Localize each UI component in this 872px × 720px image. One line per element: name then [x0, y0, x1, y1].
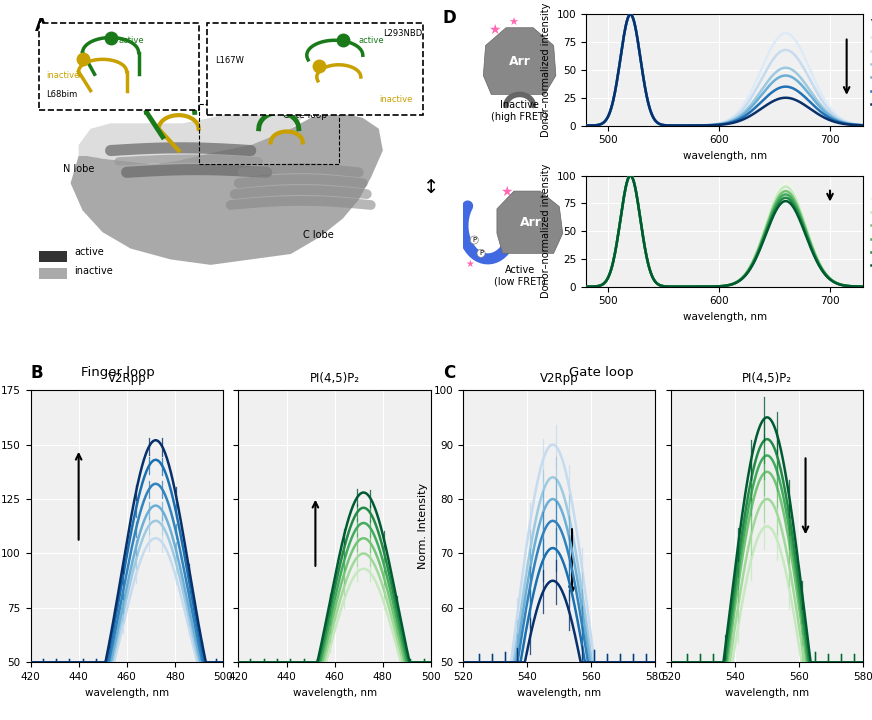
Text: inactive: inactive [46, 71, 80, 81]
X-axis label: wavelength, nm: wavelength, nm [683, 150, 766, 161]
Y-axis label: Donor–normalized intensity: Donor–normalized intensity [542, 164, 551, 298]
Text: Finger loop: Finger loop [81, 366, 154, 379]
Title: PI(4,5)P₂: PI(4,5)P₂ [742, 372, 792, 384]
Text: ★: ★ [500, 184, 512, 199]
Text: P: P [473, 237, 476, 243]
Text: active: active [75, 248, 105, 257]
Y-axis label: Norm. Intensity: Norm. Intensity [418, 483, 428, 570]
Text: C: C [443, 364, 455, 382]
Bar [38, 268, 66, 279]
Text: B: B [31, 364, 43, 382]
Bar [199, 104, 339, 164]
Text: L68bim: L68bim [46, 91, 78, 99]
X-axis label: wavelength, nm: wavelength, nm [293, 688, 377, 698]
Bar [207, 22, 423, 115]
Text: ★: ★ [488, 24, 501, 37]
Polygon shape [71, 112, 383, 265]
Text: inactive: inactive [378, 94, 412, 104]
Title: V2Rpp: V2Rpp [540, 372, 578, 384]
Bar [38, 251, 66, 262]
Text: inactive: inactive [75, 266, 113, 276]
Text: Gate loop: Gate loop [283, 111, 327, 120]
Text: Gate loop: Gate loop [569, 366, 634, 379]
Legend: 0, 0.1, 0.5, 1, 5, 10: 0, 0.1, 0.5, 1, 5, 10 [871, 19, 872, 109]
Text: C lobe: C lobe [303, 230, 333, 240]
Text: A: A [35, 17, 47, 35]
X-axis label: wavelength, nm: wavelength, nm [725, 688, 809, 698]
Text: active: active [119, 36, 144, 45]
Text: active: active [358, 36, 385, 45]
X-axis label: wavelength, nm: wavelength, nm [85, 688, 169, 698]
Text: L167W: L167W [215, 56, 243, 66]
Polygon shape [483, 28, 556, 94]
X-axis label: wavelength, nm: wavelength, nm [683, 312, 766, 322]
Y-axis label: Donor–normalized intensity: Donor–normalized intensity [542, 3, 551, 137]
Text: ★: ★ [466, 258, 474, 269]
Text: Inactive
(high FRET): Inactive (high FRET) [491, 100, 548, 122]
Polygon shape [78, 104, 303, 164]
Text: N lobe: N lobe [63, 164, 94, 174]
Polygon shape [497, 191, 562, 253]
Text: Finger loop: Finger loop [43, 98, 92, 107]
Text: Arr: Arr [508, 55, 530, 68]
Text: ★: ★ [508, 17, 518, 27]
Text: Arr: Arr [520, 216, 542, 229]
Text: D: D [442, 9, 456, 27]
Text: ↕: ↕ [424, 178, 439, 197]
X-axis label: wavelength, nm: wavelength, nm [517, 688, 601, 698]
Text: L293NBD: L293NBD [383, 30, 422, 38]
Bar [38, 22, 199, 109]
Title: PI(4,5)P₂: PI(4,5)P₂ [310, 372, 359, 384]
Text: P: P [479, 251, 483, 256]
Text: Active
(low FRET): Active (low FRET) [494, 265, 546, 287]
Legend: 0, 1, 10, 20, 80, 100: 0, 1, 10, 20, 80, 100 [871, 181, 872, 271]
Title: V2Rpp: V2Rpp [107, 372, 146, 384]
